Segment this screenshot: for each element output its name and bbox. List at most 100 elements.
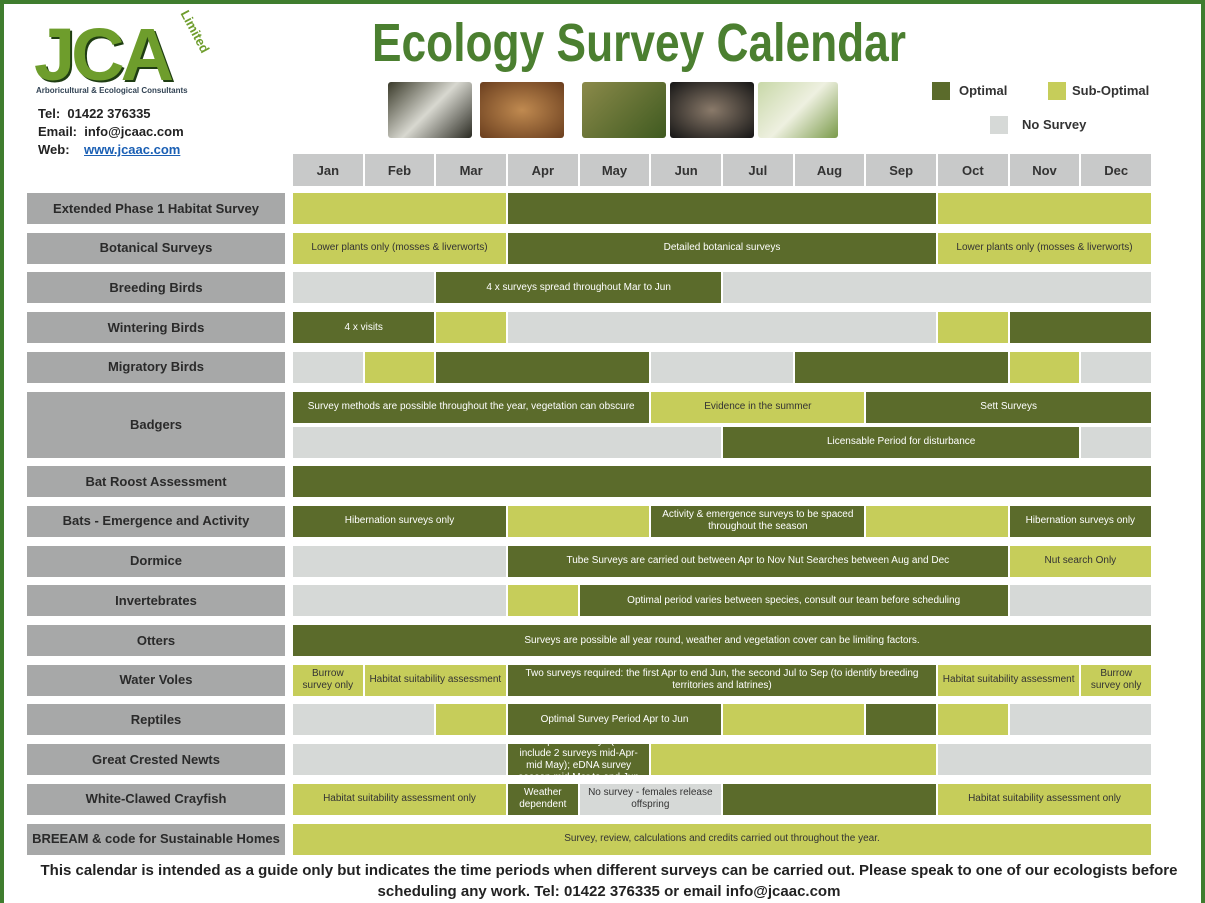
row-label: Dormice — [27, 546, 285, 577]
month-header: Feb — [365, 154, 435, 186]
row-label: Badgers — [27, 392, 285, 458]
survey-period — [723, 704, 864, 735]
row-label: Otters — [27, 625, 285, 656]
tel-label: Tel: — [38, 106, 60, 121]
survey-period — [293, 546, 506, 577]
survey-period: Optimal Survey Period Apr to Jun — [508, 704, 721, 735]
survey-period: Habitat suitability assessment — [938, 665, 1079, 696]
photo-dormouse — [480, 82, 564, 138]
survey-period — [723, 272, 1151, 303]
month-header: Jun — [651, 154, 721, 186]
survey-period — [508, 193, 936, 224]
row-label: BREEAM & code for Sustainable Homes — [27, 824, 285, 855]
logo: JCA — [34, 12, 170, 97]
logo-suffix: Limited — [178, 8, 213, 56]
survey-period: Nut search Only — [1010, 546, 1151, 577]
survey-period: Weather dependent — [508, 784, 578, 815]
row-label: Extended Phase 1 Habitat Survey — [27, 193, 285, 224]
month-header: Mar — [436, 154, 506, 186]
row-label: Breeding Birds — [27, 272, 285, 303]
tel-number: 01422 376335 — [67, 106, 150, 121]
survey-period: Lower plants only (mosses & liverworts) — [938, 233, 1151, 264]
survey-period: Licensable Period for disturbance — [723, 427, 1079, 458]
survey-period: Surveys are possible all year round, wea… — [293, 625, 1151, 656]
survey-period — [723, 784, 936, 815]
email-label: Email: — [38, 124, 77, 139]
survey-period: Lower plants only (mosses & liverworts) — [293, 233, 506, 264]
survey-period: 4 x visits — [293, 312, 434, 343]
row-label: Invertebrates — [27, 585, 285, 616]
survey-period: Burrow survey only — [1081, 665, 1151, 696]
legend-label: Sub-Optimal — [1072, 83, 1149, 98]
survey-period: Habitat suitability assessment — [365, 665, 506, 696]
survey-period — [1081, 352, 1151, 383]
legend-swatch — [932, 82, 950, 100]
survey-period — [1010, 312, 1151, 343]
photo-snowdrops — [758, 82, 838, 138]
web-link[interactable]: www.jcaac.com — [84, 142, 180, 157]
tagline: Arboricultural & Ecological Consultants — [36, 86, 188, 95]
survey-period — [1010, 585, 1151, 616]
row-label: White-Clawed Crayfish — [27, 784, 285, 815]
web-label: Web: — [38, 142, 70, 157]
month-header: Jul — [723, 154, 793, 186]
photo-bat — [670, 82, 754, 138]
survey-period — [293, 744, 506, 775]
survey-period: Sett Surveys — [866, 392, 1151, 423]
survey-period — [795, 352, 1008, 383]
survey-period — [293, 585, 506, 616]
title: Ecology Survey Calendar — [372, 12, 906, 74]
month-header: Nov — [1010, 154, 1080, 186]
footer: This calendar is intended as a guide onl… — [34, 860, 1184, 902]
survey-period: Habitat suitability assessment only — [293, 784, 506, 815]
survey-period — [293, 272, 434, 303]
photo-reptile — [582, 82, 666, 138]
survey-period: Tube Surveys are carried out between Apr… — [508, 546, 1008, 577]
survey-period — [938, 744, 1151, 775]
row-label: Water Voles — [27, 665, 285, 696]
survey-period — [866, 506, 1007, 537]
tel: Tel: 01422 376335 — [38, 106, 151, 121]
survey-period: Detailed botanical surveys — [508, 233, 936, 264]
survey-period: 4 x Aquatic surveys (must include 2 surv… — [508, 744, 649, 775]
survey-period: No survey - females release offspring — [580, 784, 721, 815]
row-label: Great Crested Newts — [27, 744, 285, 775]
survey-period — [436, 312, 506, 343]
survey-period: Survey methods are possible throughout t… — [293, 392, 649, 423]
month-header: Aug — [795, 154, 865, 186]
survey-period: Optimal period varies between species, c… — [580, 585, 1008, 616]
survey-period — [436, 352, 649, 383]
page: JCA Limited Arboricultural & Ecological … — [0, 0, 1205, 903]
email: Email: info@jcaac.com — [38, 124, 184, 139]
legend-label: No Survey — [1022, 117, 1086, 132]
web: Web: www.jcaac.com — [38, 142, 180, 157]
row-label: Migratory Birds — [27, 352, 285, 383]
survey-period — [1081, 427, 1151, 458]
month-header: Sep — [866, 154, 936, 186]
month-header: Oct — [938, 154, 1008, 186]
survey-period: Evidence in the summer — [651, 392, 864, 423]
survey-period — [651, 744, 936, 775]
survey-period — [508, 312, 936, 343]
survey-period — [436, 704, 506, 735]
month-header: Dec — [1081, 154, 1151, 186]
survey-period — [508, 506, 649, 537]
month-header: Apr — [508, 154, 578, 186]
row-label: Reptiles — [27, 704, 285, 735]
survey-period: Survey, review, calculations and credits… — [293, 824, 1151, 855]
legend-swatch — [1048, 82, 1066, 100]
survey-period: Two surveys required: the first Apr to e… — [508, 665, 936, 696]
email-address[interactable]: info@jcaac.com — [84, 124, 183, 139]
survey-period: 4 x surveys spread throughout Mar to Jun — [436, 272, 721, 303]
legend-swatch — [990, 116, 1008, 134]
survey-period — [508, 585, 578, 616]
month-header: May — [580, 154, 650, 186]
survey-period — [938, 704, 1008, 735]
survey-period: Hibernation surveys only — [1010, 506, 1151, 537]
legend-label: Optimal — [959, 83, 1007, 98]
survey-period — [293, 466, 1151, 497]
row-label: Bat Roost Assessment — [27, 466, 285, 497]
row-label: Bats - Emergence and Activity — [27, 506, 285, 537]
survey-period — [1010, 352, 1080, 383]
survey-period: Habitat suitability assessment only — [938, 784, 1151, 815]
